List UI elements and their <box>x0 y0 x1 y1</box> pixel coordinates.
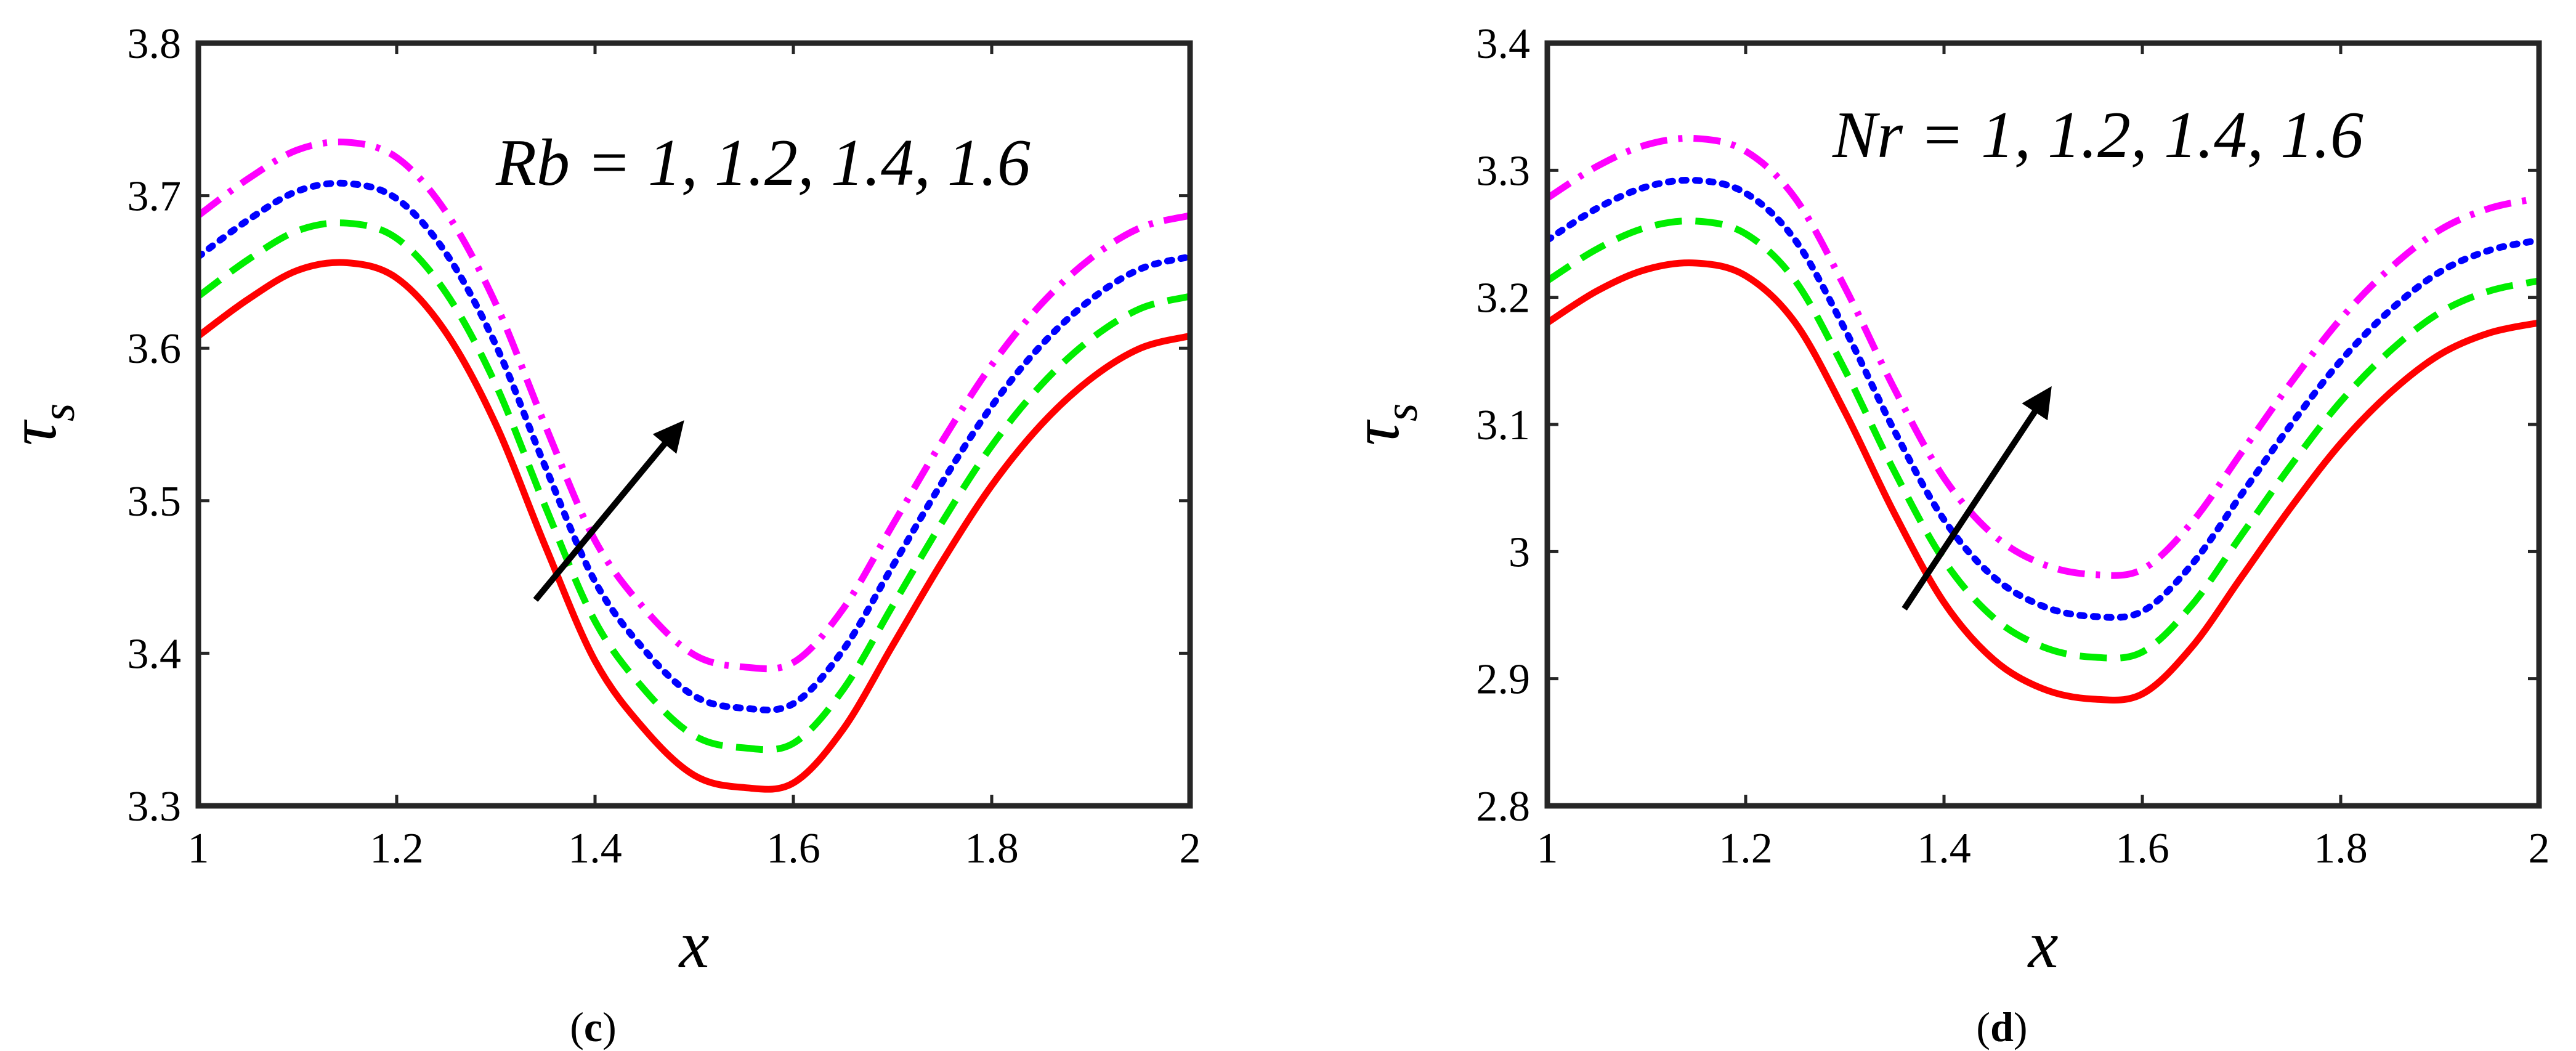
y-tick-label: 2.9 <box>1476 656 1531 704</box>
panel-caption-close: ) <box>2014 1004 2028 1050</box>
trend-arrow <box>533 420 684 602</box>
y-tick-label: 3.5 <box>128 478 182 526</box>
x-tick-label: 1.2 <box>1719 825 1773 872</box>
y-axis-label-base: τ <box>0 419 70 445</box>
y-tick-label: 3.2 <box>1476 275 1531 322</box>
panel-caption-open: ( <box>1976 1004 1990 1050</box>
panel-caption: (d) <box>1976 1004 2027 1050</box>
y-tick-label: 3.4 <box>128 630 182 678</box>
y-tick-label: 3.6 <box>128 325 182 373</box>
series-line-4 <box>198 138 1190 673</box>
y-tick-label: 3.4 <box>1476 20 1531 68</box>
x-tick-label: 1.8 <box>965 825 1019 872</box>
parameter-annotation: Nr = 1, 1.2, 1.4, 1.6 <box>1832 99 2363 172</box>
y-axis-label-subscript: s <box>33 404 84 422</box>
y-tick-label: 2.8 <box>1476 783 1531 830</box>
x-tick-label: 1.6 <box>766 825 820 872</box>
x-tick-label: 1 <box>188 825 209 872</box>
x-axis-label: x <box>678 907 710 982</box>
y-tick-label: 3.7 <box>128 173 182 221</box>
x-tick-label: 1 <box>1537 825 1558 872</box>
series-line-2 <box>198 219 1190 753</box>
series-line-1 <box>198 259 1190 793</box>
x-axis-label: x <box>2027 907 2059 982</box>
axes-box <box>195 40 1193 809</box>
x-tick-label: 1.2 <box>370 825 424 872</box>
y-tick-label: 3.3 <box>1476 147 1531 195</box>
y-axis-label-subscript: s <box>1375 404 1427 422</box>
panel-caption-close: ) <box>602 1004 617 1050</box>
y-axis-label-base: τ <box>1338 419 1413 445</box>
x-tick-label: 1.4 <box>1917 825 1971 872</box>
series-line-4 <box>1547 134 2539 579</box>
y-tick-label: 3 <box>1509 529 1530 576</box>
x-tick-label: 2 <box>2529 825 2550 872</box>
x-tick-label: 2 <box>1180 825 1201 872</box>
panel-caption-letter: d <box>1990 1004 2014 1050</box>
series-line-1 <box>1547 259 2539 704</box>
panel-caption-open: ( <box>570 1004 584 1050</box>
y-tick-label: 3.3 <box>128 783 182 830</box>
y-tick-label: 3.1 <box>1476 402 1531 449</box>
series-line-3 <box>1547 176 2539 621</box>
panel-caption: (c) <box>570 1004 617 1050</box>
x-tick-label: 1.6 <box>2115 825 2169 872</box>
series-line-3 <box>198 179 1190 713</box>
y-tick-label: 3.8 <box>128 20 182 68</box>
panel-caption-letter: c <box>584 1004 602 1050</box>
series-line-2 <box>1547 217 2539 662</box>
parameter-annotation: Rb = 1, 1.2, 1.4, 1.6 <box>495 126 1031 200</box>
trend-arrow <box>1902 386 2052 611</box>
panel-c: 1 1.2 1.4 1.6 1.8 2 3.3 3.4 3.5 3.6 3.7 3.8 Rb = 1, … <box>0 20 1201 1050</box>
y-axis-label: τs <box>0 404 84 446</box>
y-axis-label: τs <box>1338 404 1427 446</box>
panel-d: 1 1.2 1.4 1.6 1.8 2 2.8 2.9 3 3.1 3.2 3.3 3.4 Nr = 1,… <box>1338 20 2550 1050</box>
x-tick-label: 1.4 <box>568 825 622 872</box>
x-tick-label: 1.8 <box>2314 825 2368 872</box>
